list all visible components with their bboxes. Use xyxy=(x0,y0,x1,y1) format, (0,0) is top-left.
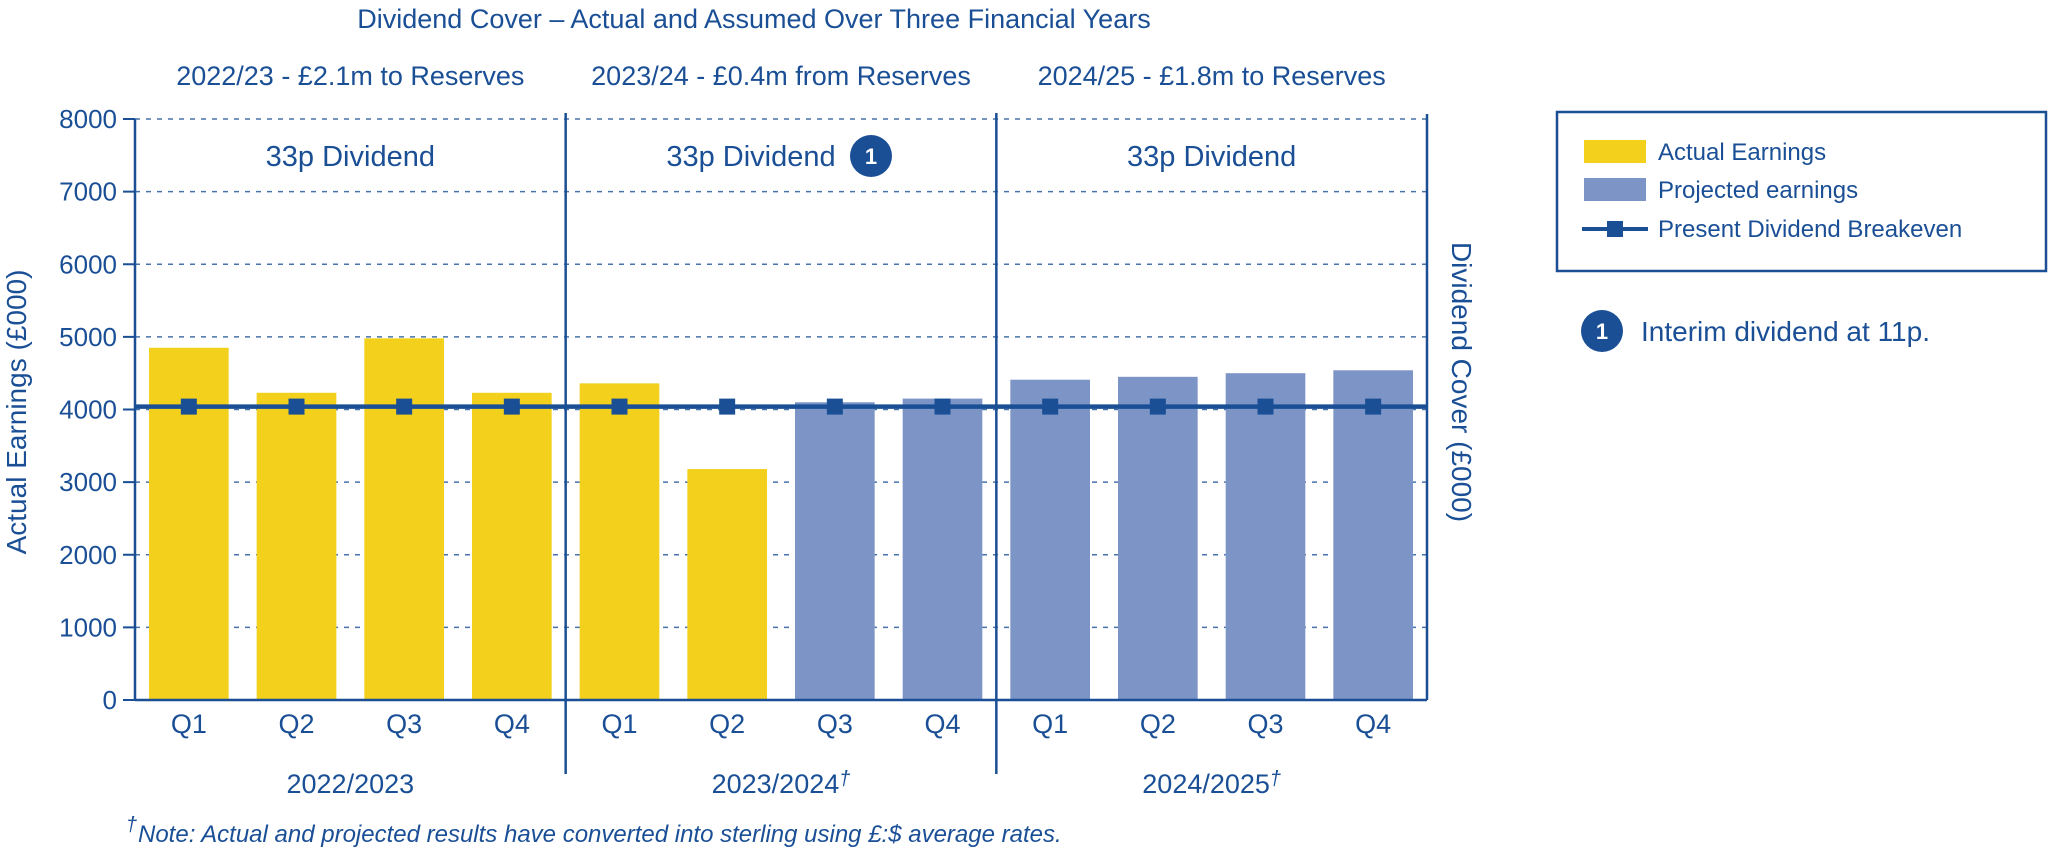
dividend-badge xyxy=(850,135,892,177)
year-label: 2023/2024† xyxy=(712,768,851,799)
chart-title: Dividend Cover – Actual and Assumed Over… xyxy=(357,4,1150,34)
dividend-badge-number: 1 xyxy=(865,144,877,169)
breakeven-marker xyxy=(1042,398,1059,415)
annotation-badge-number: 1 xyxy=(1596,319,1608,344)
legend-label-projected: Projected earnings xyxy=(1658,177,1858,204)
y-tick-label: 8000 xyxy=(59,104,117,134)
legend-label-actual: Actual Earnings xyxy=(1658,139,1826,166)
year-summary: 2024/25 - £1.8m to Reserves xyxy=(1038,61,1386,91)
x-tick-label: Q2 xyxy=(1140,709,1176,739)
breakeven-marker xyxy=(1149,398,1166,415)
breakeven-marker xyxy=(503,398,520,415)
bar xyxy=(1333,370,1414,700)
bar xyxy=(579,383,660,700)
year-label-dagger: † xyxy=(839,768,850,790)
annotation-text: Interim dividend at 11p. xyxy=(1641,316,1930,347)
year-label-dagger: † xyxy=(1270,768,1281,790)
x-tick-labels: Q1 Q2 Q3 Q4 Q1 Q2 Q3 Q4 Q1 Q2 Q3 Q4 xyxy=(171,709,1391,739)
breakeven-marker xyxy=(288,398,305,415)
legend-box xyxy=(1555,110,2048,273)
year-label: 2022/2023 xyxy=(287,769,415,799)
y-tick-label: 4000 xyxy=(59,395,117,425)
bar xyxy=(902,398,983,700)
x-tick-label: Q1 xyxy=(171,709,207,739)
x-tick-label: Q4 xyxy=(494,709,530,739)
breakeven-marker xyxy=(826,398,843,415)
year-summary: 2022/23 - £2.1m to Reserves xyxy=(176,61,524,91)
breakeven-marker xyxy=(1257,398,1274,415)
legend-label-breakeven: Present Dividend Breakeven xyxy=(1658,216,1962,243)
bar xyxy=(471,392,552,700)
y-tick-label: 1000 xyxy=(59,612,117,642)
breakeven-marker xyxy=(1365,398,1382,415)
y-tick-label: 2000 xyxy=(59,540,117,570)
y-axis-label-right: Dividend Cover (£000) xyxy=(1446,242,1477,522)
dividend-label: 33p Dividend xyxy=(1127,141,1296,173)
breakeven-marker xyxy=(719,398,736,415)
breakeven-marker xyxy=(180,398,197,415)
dividend-label: 33p Dividend xyxy=(666,141,835,173)
bar xyxy=(364,338,445,700)
x-tick-label: Q2 xyxy=(709,709,745,739)
legend: Actual Earnings Projected earnings Prese… xyxy=(1555,110,2048,273)
bar xyxy=(794,402,875,700)
breakeven-marker xyxy=(611,398,628,415)
y-axis-label-left: Actual Earnings (£000) xyxy=(1,270,32,555)
legend-marker-breakeven xyxy=(1607,221,1623,237)
footnote-text: Note: Actual and projected results have … xyxy=(138,821,1062,848)
annotation: 1 Interim dividend at 11p. xyxy=(1581,310,1930,352)
bar xyxy=(1117,376,1198,700)
year-groups: 2022/23 - £2.1m to Reserves 2022/2023 33p … xyxy=(176,61,1386,799)
annotation-badge xyxy=(1581,310,1623,352)
bar xyxy=(687,469,768,700)
y-tick-label: 5000 xyxy=(59,322,117,352)
legend-swatch-projected xyxy=(1584,178,1646,201)
breakeven-marker xyxy=(396,398,413,415)
legend-swatch-actual xyxy=(1584,140,1646,163)
bars xyxy=(148,338,1414,700)
x-tick-label: Q3 xyxy=(817,709,853,739)
x-tick-label: Q4 xyxy=(1355,709,1391,739)
axes xyxy=(133,113,1429,774)
x-tick-label: Q4 xyxy=(924,709,960,739)
x-tick-label: Q2 xyxy=(278,709,314,739)
y-tick-label: 6000 xyxy=(59,249,117,279)
x-tick-label: Q1 xyxy=(601,709,637,739)
bar xyxy=(1225,373,1306,700)
year-label: 2024/2025† xyxy=(1142,768,1281,799)
breakeven-marker xyxy=(934,398,951,415)
year-summary: 2023/24 - £0.4m from Reserves xyxy=(591,61,971,91)
dividend-label: 33p Dividend xyxy=(266,141,435,173)
x-tick-label: Q3 xyxy=(386,709,422,739)
bar xyxy=(1010,379,1091,700)
y-tick-labels: 0 1000 2000 3000 4000 5000 6000 7000 8000 xyxy=(59,104,135,715)
x-tick-label: Q3 xyxy=(1247,709,1283,739)
y-tick-label: 0 xyxy=(103,685,117,715)
y-tick-label: 7000 xyxy=(59,177,117,207)
footnote-dagger: † xyxy=(126,814,137,836)
breakeven-series xyxy=(135,398,1427,415)
bar xyxy=(256,392,337,700)
x-tick-label: Q1 xyxy=(1032,709,1068,739)
footnote: † Note: Actual and projected results hav… xyxy=(126,814,1062,848)
y-tick-label: 3000 xyxy=(59,467,117,497)
